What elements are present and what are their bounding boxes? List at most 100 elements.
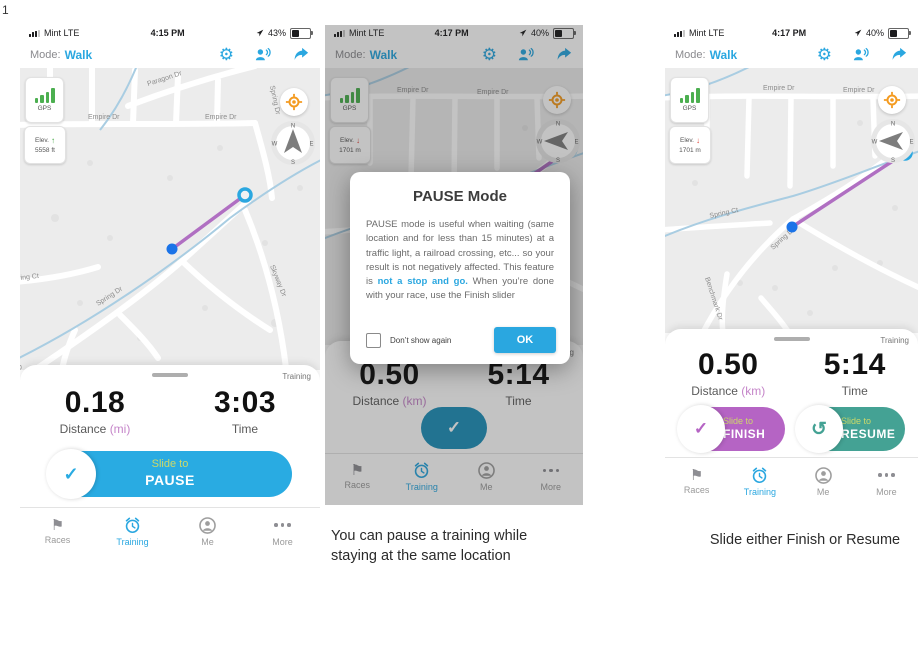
nav-me[interactable]: Me: [170, 508, 245, 548]
locate-me-button[interactable]: [543, 86, 571, 114]
locate-me-button[interactable]: [878, 86, 906, 114]
compass-n: N: [891, 122, 895, 128]
mode-value[interactable]: Walk: [369, 47, 398, 62]
map-view[interactable]: Paragon Dr Empire Dr Empire Dr Spring Dr…: [20, 68, 320, 370]
nav-more-label: More: [876, 486, 897, 497]
nav-training[interactable]: Training: [728, 458, 791, 499]
gps-bars-icon: [679, 88, 700, 103]
flag-icon: ⚑: [350, 462, 364, 479]
flag-icon: ⚑: [50, 516, 65, 534]
slide-to-resume[interactable]: ↺ Slide to RESUME: [795, 405, 905, 453]
compass[interactable]: N W E S: [870, 118, 916, 164]
status-time: 4:17 PM: [772, 28, 807, 38]
settings-gear-icon[interactable]: ⚙: [218, 45, 234, 64]
dialog-highlight-text: not a stop and go.: [377, 276, 468, 287]
battery-percent: 40%: [865, 28, 884, 38]
compass[interactable]: N W E S: [535, 118, 581, 164]
time-value: 5:14: [823, 348, 886, 381]
nav-me[interactable]: Me: [454, 454, 519, 494]
signal-bars-icon: [29, 29, 40, 37]
nav-more[interactable]: More: [245, 508, 320, 548]
distance-unit: (km): [741, 383, 766, 398]
dialog-body-text-2: When you’re done with your race, use the…: [366, 276, 555, 302]
settings-gear-icon[interactable]: ⚙: [481, 45, 497, 64]
elevation-down-icon: ↓: [695, 136, 700, 145]
map-view[interactable]: Empire Dr Empire Dr Spring Ct Spring Dr …: [665, 68, 918, 333]
status-bar: Mint LTE 4:17 PM 40%: [665, 25, 918, 41]
nav-training[interactable]: Training: [390, 454, 455, 494]
share-icon[interactable]: [555, 46, 573, 64]
distance-label: Distance: [352, 393, 400, 408]
nav-more[interactable]: More: [855, 458, 918, 499]
carrier-label: Mint LTE: [349, 28, 385, 38]
distance-value: 0.50: [359, 358, 420, 391]
nav-races[interactable]: ⚑ Races: [20, 508, 95, 548]
distance-stat: 0.18 Distance (mi): [20, 387, 170, 436]
phone-screenshot-1: Mint LTE 4:15 PM 43% Mode: Walk ⚙: [20, 25, 320, 548]
ok-button[interactable]: OK: [494, 327, 556, 353]
slide-to-label: Slide to: [723, 415, 754, 426]
share-icon[interactable]: [292, 46, 310, 64]
mode-value[interactable]: Walk: [709, 47, 738, 62]
drag-handle[interactable]: [773, 337, 810, 341]
time-value: 3:03: [213, 386, 277, 419]
live-broadcast-icon[interactable]: [517, 46, 535, 64]
compass-w: W: [272, 142, 278, 148]
nav-races[interactable]: ⚑ Races: [665, 458, 728, 499]
slide-to-finish[interactable]: ✓ Slide to FINISH: [677, 405, 785, 453]
mode-label: Mode:: [335, 48, 366, 61]
panel-context-label: Training: [282, 372, 311, 381]
alarm-clock-icon: [415, 462, 429, 479]
dont-show-again-checkbox[interactable]: [366, 332, 381, 348]
live-broadcast-icon[interactable]: [852, 46, 870, 64]
nav-training[interactable]: Training: [95, 508, 170, 548]
battery-icon: [553, 27, 576, 39]
check-icon: ✓: [693, 419, 709, 438]
compass-s: S: [291, 160, 295, 166]
location-arrow-icon: [519, 29, 527, 37]
mode-value[interactable]: Walk: [64, 47, 93, 62]
status-bar: Mint LTE 4:17 PM 40%: [325, 25, 583, 41]
share-icon[interactable]: [890, 46, 908, 64]
pause-slider-knob[interactable]: ✓: [46, 449, 96, 499]
pause-label: PAUSE: [145, 472, 195, 489]
nav-more[interactable]: More: [519, 454, 584, 494]
elevation-down-icon: ↓: [355, 136, 360, 145]
route-start-marker: [237, 187, 253, 203]
settings-gear-icon[interactable]: ⚙: [816, 45, 832, 64]
drag-handle[interactable]: [152, 373, 188, 377]
nav-races-label: Races: [683, 484, 710, 495]
locate-me-button[interactable]: [280, 88, 308, 116]
target-icon: [285, 93, 303, 111]
compass-w: W: [537, 140, 543, 146]
street-label: Empire Dr: [763, 85, 795, 92]
compass-needle-icon: [284, 129, 302, 153]
finish-slider-knob[interactable]: ✓: [677, 405, 725, 453]
time-label: Time: [841, 383, 868, 398]
nav-races[interactable]: ⚑ Races: [325, 454, 390, 494]
compass-s: S: [556, 158, 560, 164]
live-broadcast-icon[interactable]: [254, 46, 272, 64]
time-stat: 5:14 Time: [792, 349, 918, 398]
carrier-label: Mint LTE: [44, 28, 80, 38]
mode-bar: Mode: Walk ⚙: [20, 41, 320, 68]
street-label: Empire Dr: [843, 87, 875, 94]
elevation-label: Elev.: [35, 137, 49, 144]
resume-slider-knob[interactable]: ↺: [795, 405, 843, 453]
paused-check-button[interactable]: ✓: [421, 407, 487, 449]
compass[interactable]: N W E S: [270, 120, 316, 166]
current-position-dot: [786, 221, 798, 233]
compass-e: E: [574, 140, 578, 146]
distance-value: 0.50: [698, 348, 759, 381]
mode-label: Mode:: [675, 48, 706, 61]
compass-e: E: [309, 142, 313, 148]
nav-training-label: Training: [405, 482, 438, 492]
distance-value: 0.18: [64, 386, 126, 419]
distance-label: Distance: [59, 421, 107, 436]
battery-icon: [290, 27, 313, 39]
check-icon: ✓: [63, 463, 79, 484]
status-bar: Mint LTE 4:15 PM 43%: [20, 25, 320, 41]
nav-me[interactable]: Me: [792, 458, 855, 499]
status-time: 4:17 PM: [434, 28, 469, 38]
slide-to-pause[interactable]: ✓ Slide to PAUSE: [46, 449, 292, 499]
